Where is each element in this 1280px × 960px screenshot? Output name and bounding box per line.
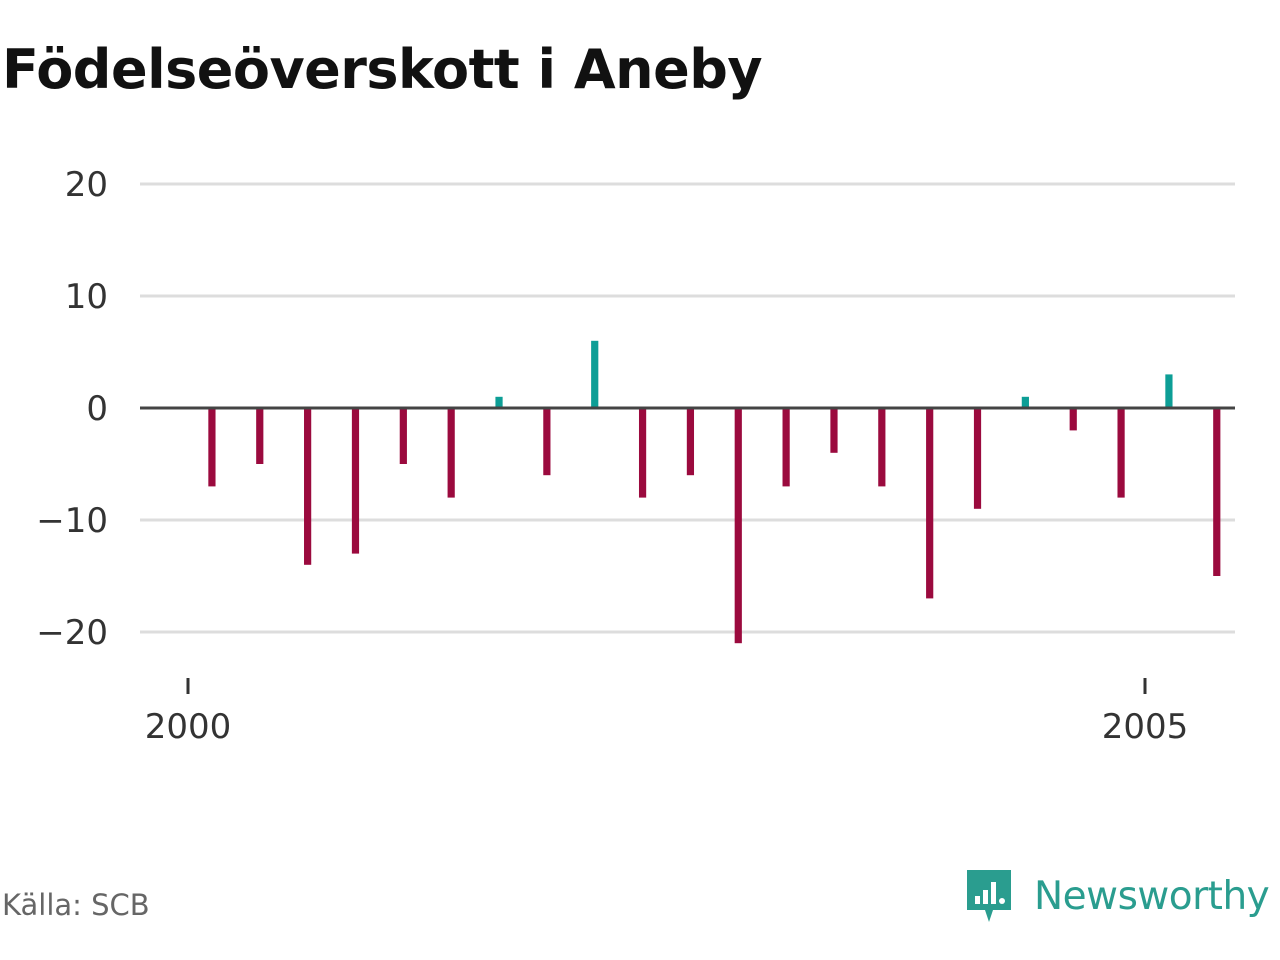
bar	[782, 408, 790, 487]
y-tick-label: 20	[65, 165, 108, 205]
bar	[1213, 408, 1221, 576]
x-axis: 200020052010201520202025	[145, 678, 1189, 747]
brand-name: Newsworthy	[1034, 873, 1270, 919]
y-axis-labels: 20 10 0 −10 −20	[36, 165, 108, 653]
source-label: Källa: SCB	[2, 888, 150, 922]
brand-logo[interactable]: Newsworthy	[964, 866, 1270, 926]
bar	[686, 408, 695, 476]
bar	[447, 408, 455, 498]
bar	[830, 408, 838, 453]
bar	[1021, 396, 1029, 408]
bar	[208, 408, 216, 487]
newsworthy-logo-icon	[967, 870, 1011, 922]
bar	[973, 408, 982, 509]
bar	[591, 340, 599, 408]
bar	[1165, 374, 1173, 408]
bar	[638, 408, 647, 498]
bar	[304, 408, 312, 565]
bar	[734, 408, 742, 644]
y-tick-label: −10	[36, 501, 108, 541]
bar	[543, 408, 551, 476]
x-tick-label: 2000	[145, 707, 232, 747]
bar	[399, 408, 407, 464]
chart-title: Födelseöverskott i Aneby	[2, 38, 763, 101]
y-tick-label: −20	[36, 613, 108, 653]
bar	[926, 408, 934, 599]
x-tick-label: 2005	[1102, 707, 1189, 747]
gridlines	[140, 182, 1235, 634]
bar	[1117, 408, 1125, 498]
bar	[256, 408, 264, 464]
y-tick-label: 0	[86, 389, 108, 429]
y-tick-label: 10	[65, 277, 108, 317]
bar	[495, 396, 503, 408]
bar	[878, 408, 886, 487]
bar	[1069, 408, 1077, 431]
bars	[208, 340, 1221, 644]
bar	[351, 408, 360, 554]
